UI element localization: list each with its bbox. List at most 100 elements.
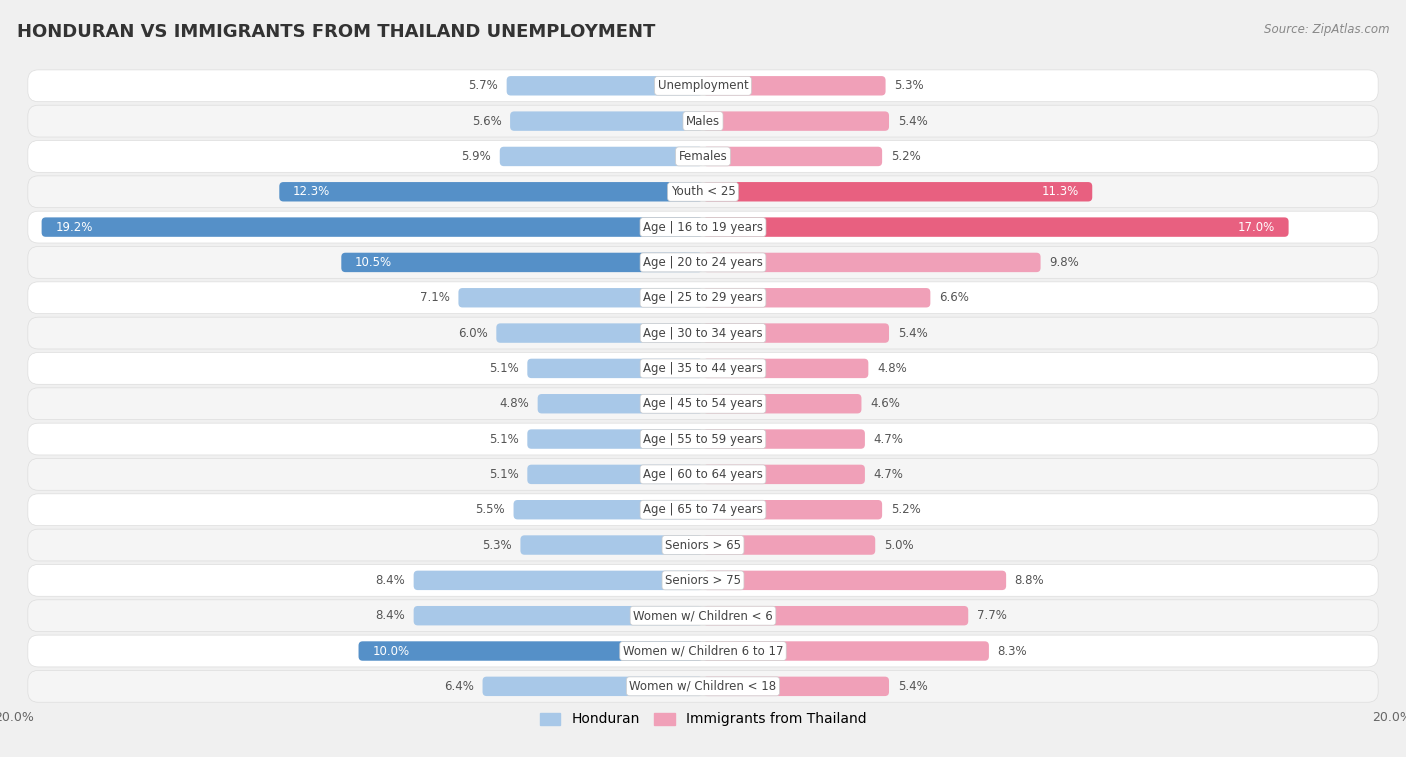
Text: 9.8%: 9.8% — [1049, 256, 1078, 269]
Text: HONDURAN VS IMMIGRANTS FROM THAILAND UNEMPLOYMENT: HONDURAN VS IMMIGRANTS FROM THAILAND UNE… — [17, 23, 655, 41]
FancyBboxPatch shape — [703, 571, 1007, 590]
Text: 4.8%: 4.8% — [499, 397, 529, 410]
FancyBboxPatch shape — [527, 429, 703, 449]
FancyBboxPatch shape — [703, 465, 865, 484]
Text: 6.0%: 6.0% — [458, 326, 488, 340]
FancyBboxPatch shape — [413, 606, 703, 625]
Text: 8.4%: 8.4% — [375, 574, 405, 587]
FancyBboxPatch shape — [703, 288, 931, 307]
FancyBboxPatch shape — [703, 111, 889, 131]
Text: 4.7%: 4.7% — [873, 432, 904, 446]
FancyBboxPatch shape — [527, 359, 703, 378]
FancyBboxPatch shape — [703, 500, 882, 519]
FancyBboxPatch shape — [359, 641, 703, 661]
Text: 5.2%: 5.2% — [891, 503, 921, 516]
FancyBboxPatch shape — [520, 535, 703, 555]
FancyBboxPatch shape — [703, 359, 869, 378]
FancyBboxPatch shape — [28, 494, 1378, 525]
FancyBboxPatch shape — [458, 288, 703, 307]
FancyBboxPatch shape — [28, 282, 1378, 313]
FancyBboxPatch shape — [703, 429, 865, 449]
Text: Age | 55 to 59 years: Age | 55 to 59 years — [643, 432, 763, 446]
Text: Age | 25 to 29 years: Age | 25 to 29 years — [643, 291, 763, 304]
FancyBboxPatch shape — [28, 317, 1378, 349]
FancyBboxPatch shape — [42, 217, 703, 237]
FancyBboxPatch shape — [510, 111, 703, 131]
FancyBboxPatch shape — [506, 76, 703, 95]
FancyBboxPatch shape — [28, 211, 1378, 243]
Text: Females: Females — [679, 150, 727, 163]
Text: Males: Males — [686, 114, 720, 128]
FancyBboxPatch shape — [28, 423, 1378, 455]
Text: 4.6%: 4.6% — [870, 397, 900, 410]
FancyBboxPatch shape — [342, 253, 703, 273]
FancyBboxPatch shape — [703, 76, 886, 95]
Text: Age | 65 to 74 years: Age | 65 to 74 years — [643, 503, 763, 516]
Text: 5.1%: 5.1% — [489, 362, 519, 375]
Text: 12.3%: 12.3% — [292, 185, 330, 198]
FancyBboxPatch shape — [28, 388, 1378, 419]
Text: Age | 35 to 44 years: Age | 35 to 44 years — [643, 362, 763, 375]
Text: 4.8%: 4.8% — [877, 362, 907, 375]
Text: 5.7%: 5.7% — [468, 79, 498, 92]
Text: Youth < 25: Youth < 25 — [671, 185, 735, 198]
FancyBboxPatch shape — [703, 323, 889, 343]
Text: 10.0%: 10.0% — [373, 644, 409, 658]
FancyBboxPatch shape — [28, 70, 1378, 101]
FancyBboxPatch shape — [703, 677, 889, 696]
Text: 17.0%: 17.0% — [1237, 220, 1275, 234]
FancyBboxPatch shape — [28, 141, 1378, 173]
Text: Seniors > 75: Seniors > 75 — [665, 574, 741, 587]
Text: Age | 60 to 64 years: Age | 60 to 64 years — [643, 468, 763, 481]
Text: 4.7%: 4.7% — [873, 468, 904, 481]
Text: 7.7%: 7.7% — [977, 609, 1007, 622]
Text: Women w/ Children 6 to 17: Women w/ Children 6 to 17 — [623, 644, 783, 658]
Text: 7.1%: 7.1% — [420, 291, 450, 304]
Text: Age | 45 to 54 years: Age | 45 to 54 years — [643, 397, 763, 410]
FancyBboxPatch shape — [28, 635, 1378, 667]
Text: 5.5%: 5.5% — [475, 503, 505, 516]
Text: 5.4%: 5.4% — [897, 326, 928, 340]
Text: Age | 30 to 34 years: Age | 30 to 34 years — [643, 326, 763, 340]
FancyBboxPatch shape — [28, 529, 1378, 561]
FancyBboxPatch shape — [703, 641, 988, 661]
FancyBboxPatch shape — [413, 571, 703, 590]
Text: 6.4%: 6.4% — [444, 680, 474, 693]
FancyBboxPatch shape — [537, 394, 703, 413]
FancyBboxPatch shape — [703, 394, 862, 413]
Text: 8.8%: 8.8% — [1015, 574, 1045, 587]
Text: 5.4%: 5.4% — [897, 680, 928, 693]
FancyBboxPatch shape — [28, 459, 1378, 491]
Text: 5.4%: 5.4% — [897, 114, 928, 128]
Text: 5.3%: 5.3% — [482, 538, 512, 552]
Text: 5.2%: 5.2% — [891, 150, 921, 163]
FancyBboxPatch shape — [703, 535, 875, 555]
FancyBboxPatch shape — [703, 217, 1289, 237]
FancyBboxPatch shape — [482, 677, 703, 696]
Text: Women w/ Children < 6: Women w/ Children < 6 — [633, 609, 773, 622]
Text: 11.3%: 11.3% — [1042, 185, 1078, 198]
Text: Source: ZipAtlas.com: Source: ZipAtlas.com — [1264, 23, 1389, 36]
Text: 5.1%: 5.1% — [489, 432, 519, 446]
FancyBboxPatch shape — [28, 565, 1378, 597]
FancyBboxPatch shape — [703, 147, 882, 167]
FancyBboxPatch shape — [496, 323, 703, 343]
FancyBboxPatch shape — [703, 606, 969, 625]
Text: 5.0%: 5.0% — [884, 538, 914, 552]
FancyBboxPatch shape — [28, 353, 1378, 385]
Text: Women w/ Children < 18: Women w/ Children < 18 — [630, 680, 776, 693]
FancyBboxPatch shape — [28, 247, 1378, 279]
Text: Seniors > 65: Seniors > 65 — [665, 538, 741, 552]
FancyBboxPatch shape — [280, 182, 703, 201]
FancyBboxPatch shape — [28, 600, 1378, 631]
FancyBboxPatch shape — [513, 500, 703, 519]
Text: Age | 16 to 19 years: Age | 16 to 19 years — [643, 220, 763, 234]
Text: 8.4%: 8.4% — [375, 609, 405, 622]
FancyBboxPatch shape — [703, 182, 1092, 201]
FancyBboxPatch shape — [703, 253, 1040, 273]
Text: Unemployment: Unemployment — [658, 79, 748, 92]
Text: 6.6%: 6.6% — [939, 291, 969, 304]
Text: Age | 20 to 24 years: Age | 20 to 24 years — [643, 256, 763, 269]
Text: 8.3%: 8.3% — [997, 644, 1028, 658]
Text: 5.3%: 5.3% — [894, 79, 924, 92]
